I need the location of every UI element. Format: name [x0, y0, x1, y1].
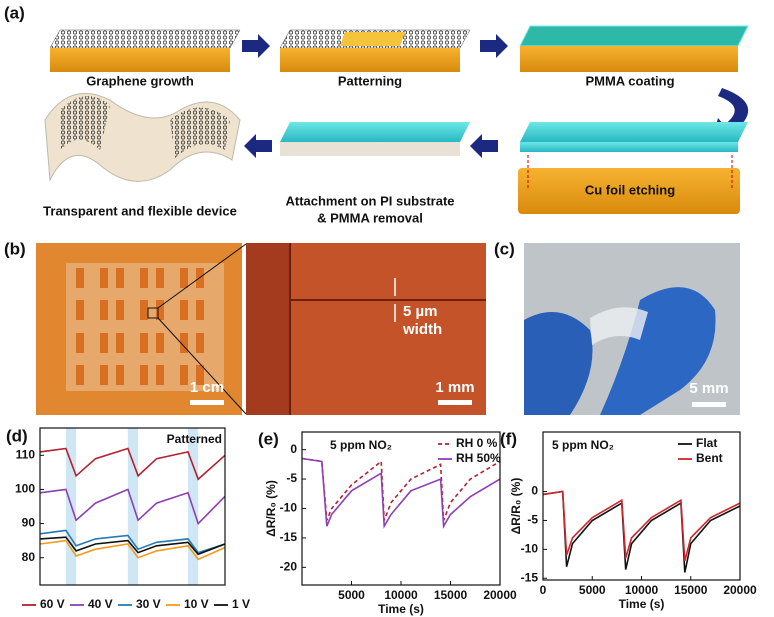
y-tick-label: 0	[531, 484, 538, 498]
x-tick-label: 20000	[483, 588, 517, 602]
series-line	[39, 539, 226, 561]
scale-bar	[190, 400, 224, 405]
x-tick-label: 10000	[384, 588, 418, 602]
x-tick-label: 5000	[579, 583, 606, 597]
slab	[520, 46, 738, 72]
inset-box	[147, 307, 159, 319]
legend-label: 60 V	[40, 597, 65, 611]
pattern	[340, 32, 405, 46]
y-tick-label: -10	[280, 501, 298, 515]
plot-frame	[542, 431, 741, 581]
y-axis-label: ΔR/R₀ (%)	[264, 480, 278, 537]
series-line	[39, 536, 226, 556]
slab	[280, 48, 460, 72]
y-tick-label: -5	[527, 513, 538, 527]
series-line	[542, 490, 741, 573]
graphene	[60, 96, 230, 158]
x-tick-label: 15000	[434, 588, 468, 602]
series-line	[39, 447, 226, 481]
step-label: Patterning	[338, 73, 402, 88]
glove	[600, 287, 716, 415]
cu-foil	[518, 168, 740, 214]
legend-label: Flat	[696, 436, 717, 450]
y-tick-label: -5	[286, 471, 297, 485]
series-line	[301, 457, 501, 521]
panel-label: (b)	[4, 239, 26, 258]
zoom-line	[157, 317, 247, 415]
step-label: Graphene growth	[86, 73, 194, 88]
y-tick-label: 100	[15, 482, 35, 496]
step-label: PMMA coating	[585, 73, 674, 88]
step-label: & PMMA removal	[317, 210, 423, 225]
series-line	[542, 490, 741, 562]
region	[246, 243, 290, 415]
legend-label: 10 V	[184, 597, 209, 611]
y-tick-label: 80	[22, 550, 36, 564]
annotation: 5 ppm NO₂	[552, 438, 614, 452]
panel-label: (c)	[494, 239, 515, 258]
panel-label: (f)	[500, 429, 517, 448]
scale-label: 1 cm	[190, 379, 224, 396]
legend-label: Bent	[696, 451, 723, 465]
gap-label: width	[402, 321, 442, 338]
x-tick-label: 0	[540, 583, 547, 597]
arrow	[470, 134, 498, 158]
micrographs: (b) 1 cm 5 µm width 1 mm (c) 5 mm	[4, 239, 740, 415]
scale-bar	[692, 402, 726, 407]
x-tick-label: 5000	[338, 588, 365, 602]
legend-label: 30 V	[136, 597, 161, 611]
arrow	[242, 34, 270, 58]
pmma	[520, 142, 738, 152]
y-tick-label: 110	[16, 447, 36, 461]
y-tick-label: 90	[22, 516, 36, 530]
series-line	[39, 488, 226, 526]
slab	[50, 48, 230, 72]
legend-label: RH 50%	[456, 451, 501, 465]
device	[590, 307, 648, 345]
annotation: Patterned	[167, 432, 222, 446]
step-label: Attachment on PI substrate	[285, 193, 454, 208]
step-label: Cu foil etching	[585, 182, 675, 197]
series-line	[301, 457, 501, 529]
annotation: 5 ppm NO₂	[330, 438, 392, 452]
legend-label: 40 V	[88, 597, 113, 611]
y-tick-label: -15	[521, 570, 539, 584]
arrow	[480, 34, 508, 58]
series-line	[39, 529, 226, 554]
plot-frame	[39, 427, 226, 586]
glove	[524, 312, 593, 415]
graphene	[49, 29, 241, 49]
y-tick-label: -20	[280, 560, 298, 574]
y-tick-label: -10	[521, 542, 539, 556]
scale-label: 1 mm	[435, 379, 474, 396]
zoom-line	[157, 243, 247, 309]
plot-frame	[301, 431, 501, 586]
pmma	[280, 122, 470, 142]
pmma	[519, 25, 749, 47]
panel-label: (d)	[6, 426, 28, 445]
scale-bar	[438, 400, 472, 405]
x-tick-label: 10000	[625, 583, 659, 597]
y-tick-label: -15	[280, 530, 298, 544]
legend-label: RH 0 %	[456, 436, 498, 450]
arrow	[244, 134, 272, 158]
x-axis-label: Time (s)	[378, 602, 424, 616]
panel-label: (e)	[258, 429, 279, 448]
pmma	[520, 122, 748, 142]
panel-label: (a)	[4, 3, 25, 22]
legend-label: 1 V	[232, 597, 250, 611]
pi	[280, 142, 460, 156]
step-label: Transparent and flexible device	[43, 203, 237, 218]
y-axis-label: ΔR/R₀ (%)	[509, 478, 523, 535]
schematic: (a) Graphene growth Patterning PMMA coat…	[4, 3, 749, 225]
electrodes	[76, 268, 204, 385]
x-tick-label: 20000	[723, 583, 757, 597]
scale-label: 5 mm	[689, 380, 728, 397]
x-tick-label: 15000	[674, 583, 708, 597]
y-tick-label: 0	[290, 442, 297, 456]
gap-label: 5 µm	[403, 303, 438, 320]
x-axis-label: Time (s)	[619, 597, 665, 611]
